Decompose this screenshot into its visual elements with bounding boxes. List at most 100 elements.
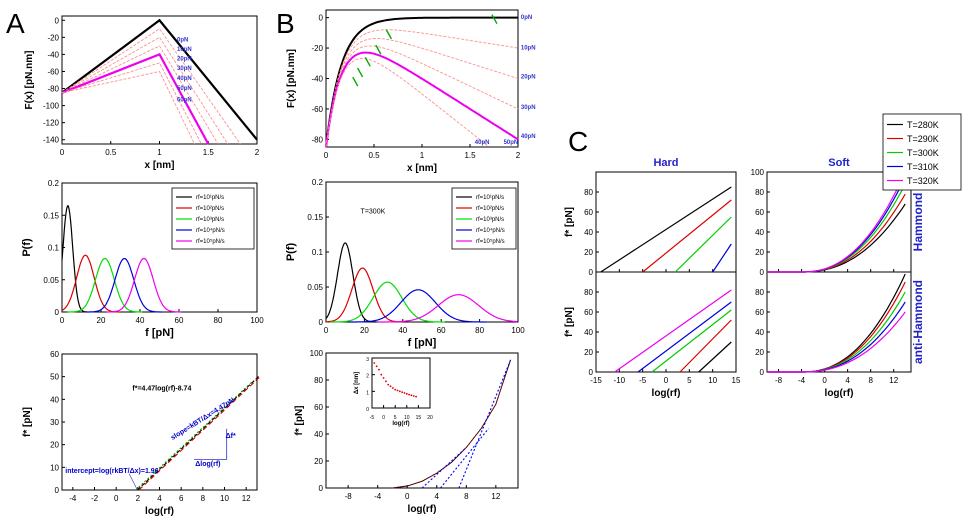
b1-xtick-label: 1: [420, 151, 425, 160]
c-hard-hammond-ytick-label: 0: [589, 268, 594, 277]
c-soft-hammond-ytick-label: 40: [755, 228, 764, 237]
a2-ytick-label: 0.05: [43, 276, 59, 285]
c-hard-hammond-series-3: [712, 243, 732, 273]
c-hard-anti-ytick-label: 20: [584, 348, 593, 357]
c-soft-hammond-series-1: [767, 193, 906, 273]
a3-xtick-label: 12: [242, 494, 251, 503]
c-hard-hammond-ytick-label: 20: [584, 248, 593, 257]
c-soft-hammond-series-2: [767, 183, 906, 273]
c-hard-hammond-series-2: [674, 216, 732, 273]
a2-ytick-label: 0.2: [48, 179, 60, 188]
a2-y-axis-label: P(f): [21, 238, 33, 257]
c-legend-label: T=280K: [907, 120, 939, 130]
b3-inset-point: [391, 387, 394, 389]
a1-series-40pN: [61, 53, 210, 145]
a1-plot-frame: [61, 15, 258, 145]
a2-xtick-label: 0: [60, 316, 65, 325]
a1-ytick-label: -100: [43, 102, 60, 111]
b3-inset-y-axis-label: Δx [nm]: [354, 372, 360, 394]
a3-xtick-label: 2: [136, 494, 141, 503]
b3-inset-ytick-label: 1: [366, 390, 369, 396]
b2-xtick-label: 60: [437, 326, 446, 335]
b3-inset-point: [394, 388, 397, 391]
c-soft-hammond-ytick-label: 0: [760, 268, 765, 277]
b3-inset-bg: [372, 358, 430, 408]
b3-inset-plot-frame: [371, 357, 431, 409]
a1-ytick-label: -140: [43, 136, 60, 145]
a2-xtick-label: 100: [250, 316, 264, 325]
c-hard-anti-y-axis-label: f* [pN]: [564, 307, 575, 337]
b3-inset-point: [415, 395, 417, 398]
c-soft-hammond-ytick-label: 20: [755, 248, 764, 257]
c-soft-anti-xtick-label: 12: [889, 376, 898, 385]
b1-annotation: 30pN: [521, 105, 536, 111]
c-hard-anti-ytick-label: 80: [584, 288, 593, 297]
b1-ytick-label: -20: [311, 44, 323, 53]
a1-ytick-label: -60: [47, 67, 59, 76]
b1-ytick-label: -80: [311, 135, 323, 144]
a3-xtick-label: -4: [69, 494, 77, 503]
c-soft-anti-xtick-label: 4: [845, 376, 850, 385]
b3-ytick-label: 40: [314, 430, 323, 439]
c-hard-anti-xtick-label: -10: [614, 376, 626, 385]
a1-ytick-label: -80: [47, 85, 59, 94]
b3-inset-point: [382, 377, 385, 379]
b3-y-axis-label: f* [pN]: [294, 406, 305, 436]
b3-inset-xtick-label: -5: [370, 415, 375, 421]
a1-annotation: 20pN: [177, 56, 192, 62]
b1-barrier-arrow: [385, 29, 392, 40]
b1-annotation: 40pN: [521, 134, 536, 140]
c-legend-label: T=310K: [907, 162, 939, 172]
a2-series-rf=10^3 pN/s: [67, 257, 143, 313]
c-hard-hammond-series-0: [600, 186, 732, 273]
a2-ytick-label: 0.1: [48, 244, 60, 253]
a3-ytick-label: 40: [50, 395, 59, 404]
c-row-title-hammond: Hammond: [911, 193, 925, 252]
b2-annotation: T=300K: [361, 209, 386, 216]
a3-ytick-label: 20: [50, 441, 59, 450]
a1-x-axis-label: x [nm]: [145, 160, 175, 171]
b1-annotation: 10pN: [521, 46, 536, 52]
a3-delta-triangle: [194, 428, 228, 460]
b3-series-tangent2: [440, 428, 489, 489]
c-hard-anti-xtick-label: 10: [708, 376, 717, 385]
a1-annotation: 40pN: [177, 76, 192, 82]
b1-annotation: 40pN: [475, 140, 490, 146]
panel-label-c: C: [568, 126, 589, 157]
c-hard-anti-series-3: [637, 301, 732, 373]
c-hard-anti-series-2: [651, 309, 732, 373]
b3-x-axis-label: log(rf): [408, 504, 437, 515]
a1-annotation: 10pN: [177, 47, 192, 53]
a3-xtick-label: -2: [91, 494, 99, 503]
c-hard-anti-series-4: [614, 289, 732, 373]
a2-series-rf=10^5 pN/s: [106, 257, 182, 313]
a1-series-60pN: [61, 70, 196, 145]
b1-annotation: 20pN: [521, 75, 536, 81]
a1-xtick-label: 1: [157, 148, 162, 157]
a3-xtick-label: 10: [220, 494, 229, 503]
b3-ytick-label: 0: [319, 484, 324, 493]
b3-inset-point: [389, 385, 392, 388]
c-hard-anti-ytick-label: 60: [584, 308, 593, 317]
b2-series-rf=10^5 pN/s: [377, 294, 518, 323]
b3-inset-point: [378, 368, 380, 371]
c-hard-anti-xtick-label: -15: [590, 376, 602, 385]
a1-xtick-label: 0.5: [105, 148, 117, 157]
b2-xtick-label: 80: [475, 326, 484, 335]
a1-series-20pN: [61, 36, 229, 145]
b3-inset-point: [398, 390, 401, 393]
b2-series-rf=10^4 pN/s: [349, 289, 487, 323]
a2-series-rf=10^4 pN/s: [87, 257, 162, 313]
b2-xtick-label: 40: [398, 326, 407, 335]
b1-ytick-label: -60: [311, 105, 323, 114]
b3-inset-point: [385, 380, 387, 383]
panel-label-b: B: [276, 8, 295, 39]
a1-annotation: 50pN: [177, 86, 192, 92]
b1-series-0pN: [325, 16, 518, 148]
a2-ytick-label: 0: [55, 308, 60, 317]
c-hard-hammond-y-axis-label: f* [pN]: [564, 207, 575, 237]
a1-ytick-label: 0: [55, 16, 60, 25]
b2-legend-label: rf=10⁵pN/s: [476, 238, 505, 245]
b2-x-axis-label: f [pN]: [408, 337, 437, 349]
b1-barrier-arrow: [356, 67, 364, 78]
